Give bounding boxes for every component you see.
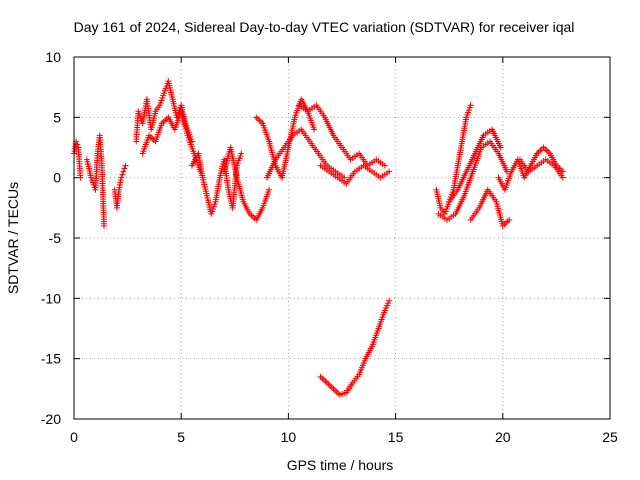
data-point	[77, 174, 84, 181]
x-tick-label: 15	[388, 429, 404, 445]
data-point	[120, 168, 127, 175]
data-point	[118, 174, 125, 181]
chart-title: Day 161 of 2024, Sidereal Day-to-day VTE…	[74, 19, 575, 35]
x-tick-label: 5	[177, 429, 185, 445]
x-axis-label: GPS time / hours	[287, 457, 394, 473]
data-point	[238, 150, 245, 157]
data-point	[497, 144, 504, 151]
y-tick-label: -10	[41, 290, 61, 306]
data-point	[386, 168, 393, 175]
y-tick-label: -15	[41, 351, 61, 367]
data-point	[467, 102, 474, 109]
data-point	[386, 297, 393, 304]
x-tick-label: 20	[495, 429, 511, 445]
points-layer	[71, 78, 566, 398]
data-point	[101, 222, 108, 229]
data-point	[122, 162, 129, 169]
interp-point	[121, 165, 128, 172]
interp-point	[119, 171, 126, 178]
data-point	[381, 162, 388, 169]
tick-layer: 0 5 10 15 20 25 -20 -15 -10 -5 0 5 10	[41, 49, 618, 445]
y-tick-label: -5	[49, 230, 62, 246]
data-point	[506, 216, 513, 223]
x-tick-label: 0	[70, 429, 78, 445]
y-tick-label: -20	[41, 411, 61, 427]
interp-point	[74, 141, 81, 148]
data-point	[266, 186, 273, 193]
data-point	[311, 126, 318, 133]
plot-frame	[73, 56, 611, 420]
y-tick-label: 0	[53, 170, 61, 186]
data-point	[559, 174, 566, 181]
y-tick-label: 10	[45, 49, 61, 65]
x-tick-label: 25	[602, 429, 618, 445]
y-tick-label: 5	[53, 109, 61, 125]
x-tick-label: 10	[281, 429, 297, 445]
y-axis-label: SDTVAR / TECUs	[5, 182, 21, 294]
